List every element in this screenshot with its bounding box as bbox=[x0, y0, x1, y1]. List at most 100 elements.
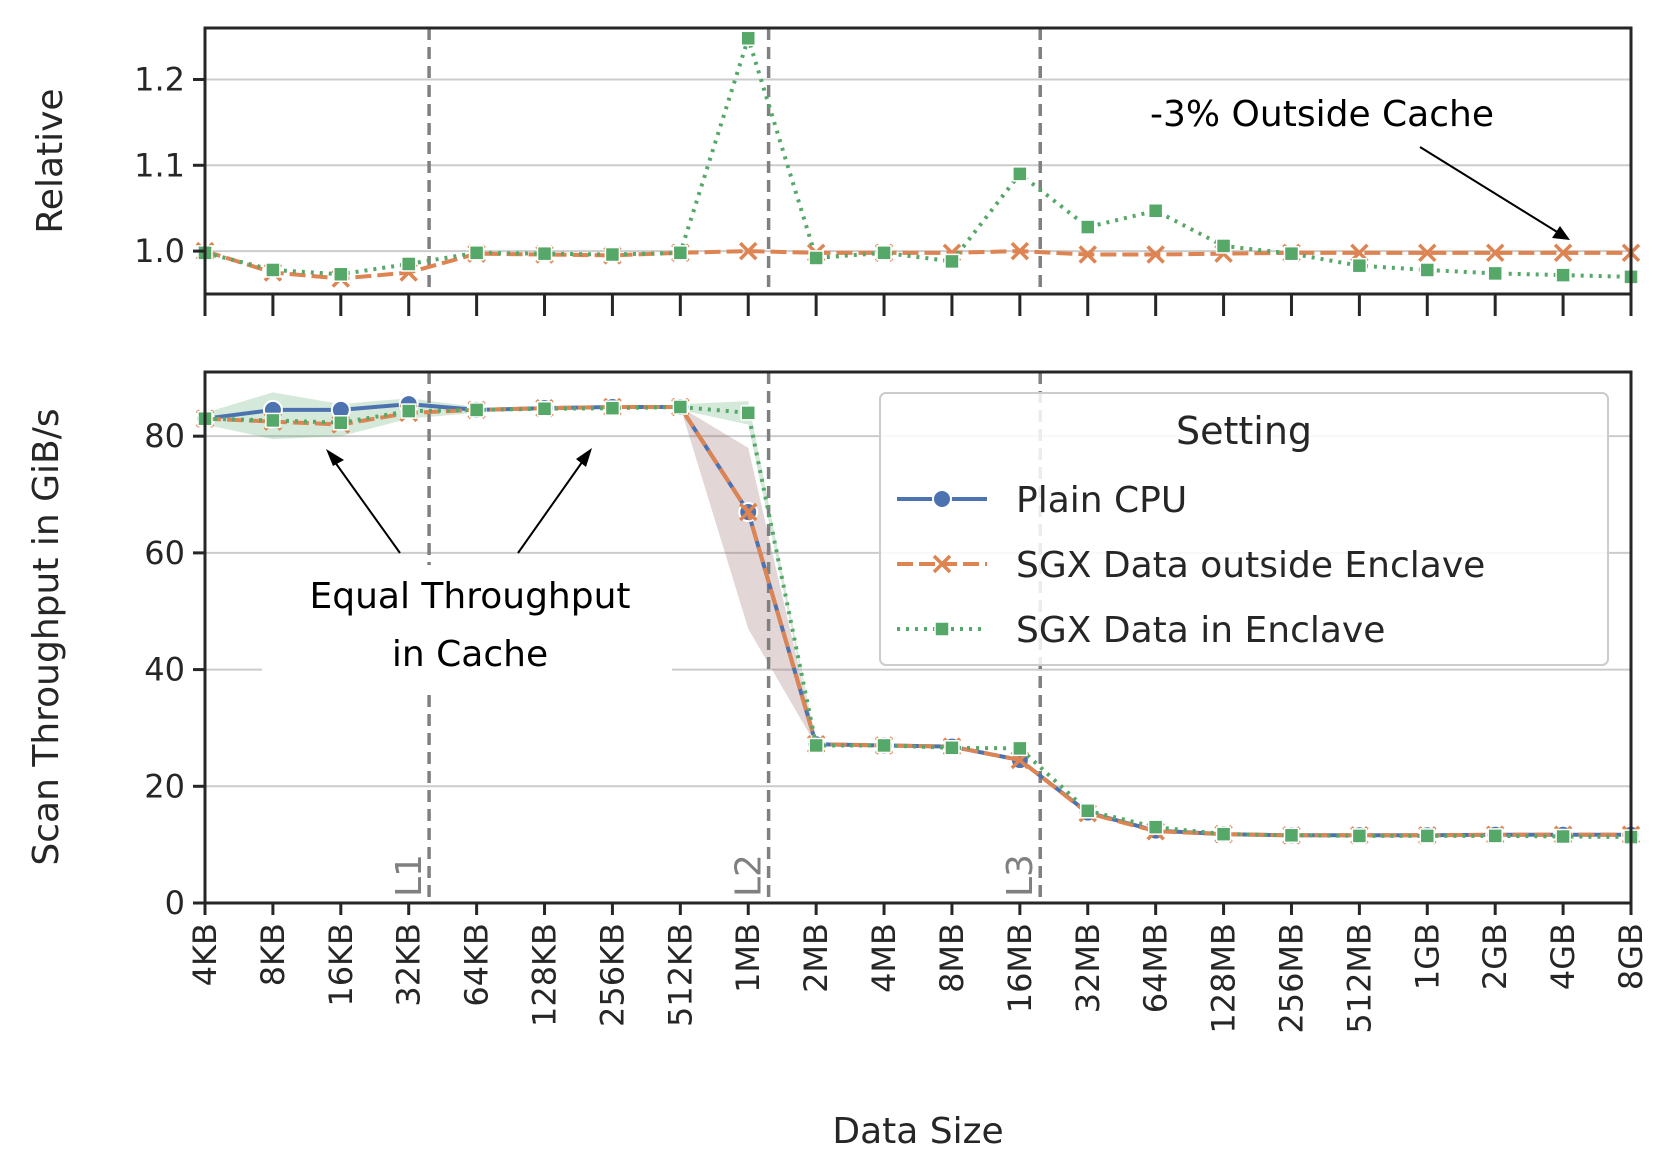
legend-label: SGX Data outside Enclave bbox=[1016, 545, 1485, 586]
relative-panel: 1.0 1.1 1.2 Relative -3% Outside Cache bbox=[30, 26, 1641, 316]
cache-level-label: L3 bbox=[1000, 854, 1041, 897]
cache-level-label: L1 bbox=[389, 854, 430, 897]
enclave-point bbox=[1487, 828, 1503, 844]
outside-point-stroke-b bbox=[1418, 243, 1437, 263]
outside-point-stroke-b bbox=[739, 241, 758, 261]
outside-point bbox=[1010, 241, 1030, 261]
enclave-point bbox=[1283, 245, 1300, 262]
legend-swatch-marker-stroke-b bbox=[932, 554, 952, 574]
enclave-point bbox=[1555, 828, 1571, 845]
enclave-point bbox=[265, 262, 281, 278]
legend-entry-outside: SGX Data outside Enclave bbox=[897, 545, 1485, 586]
throughput-panel: L1 L2 L3 0 20 40 60 80 4KB 8KB 16KB 32KB 64KB 128KB… bbox=[26, 370, 1650, 1152]
enclave-point bbox=[1147, 819, 1164, 835]
top-y-axis-label: Relative bbox=[30, 88, 71, 233]
bottom-y-tick-label: 60 bbox=[144, 534, 185, 572]
x-tick-label: 64MB bbox=[1137, 923, 1175, 1013]
enclave-point bbox=[468, 245, 485, 261]
legend-box bbox=[879, 392, 1609, 666]
x-tick-label: 8GB bbox=[1612, 923, 1650, 990]
annotation-background bbox=[262, 565, 672, 695]
enclave-point bbox=[604, 400, 621, 416]
annotation-arrowhead-left bbox=[326, 449, 344, 466]
equal-throughput-annotation: Equal Throughput in Cache bbox=[262, 448, 672, 695]
enclave-point bbox=[1555, 267, 1571, 283]
x-tick-label: 128MB bbox=[1205, 923, 1243, 1034]
enclave-line bbox=[204, 36, 1632, 279]
x-tick-label: 32MB bbox=[1069, 923, 1107, 1013]
outside-cache-annotation-text: -3% Outside Cache bbox=[1150, 94, 1494, 135]
outside-point-stroke-b bbox=[1078, 245, 1097, 264]
outside-point-stroke-b bbox=[1553, 243, 1573, 263]
x-tick-label: 256KB bbox=[593, 923, 631, 1027]
outside-line bbox=[204, 249, 1631, 281]
enclave-point bbox=[1012, 740, 1028, 757]
enclave-series bbox=[197, 399, 1639, 845]
bottom-panel-frame bbox=[203, 370, 1633, 905]
bottom-y-axis-label: Scan Throughput in GiB/s bbox=[26, 408, 67, 865]
enclave-point bbox=[536, 401, 553, 417]
enclave-point bbox=[944, 253, 960, 270]
enclave-point bbox=[1012, 166, 1028, 182]
bottom-y-tick-label: 20 bbox=[144, 767, 185, 805]
annotation-line-1: Equal Throughput bbox=[309, 576, 630, 617]
enclave-point bbox=[1283, 827, 1300, 844]
enclave-point bbox=[1419, 262, 1436, 278]
legend-label: SGX Data in Enclave bbox=[1016, 610, 1385, 651]
legend-swatch-marker bbox=[934, 621, 950, 637]
annotation-line-2: in Cache bbox=[392, 634, 548, 675]
legend-entry-plain: Plain CPU bbox=[897, 480, 1187, 521]
enclave-point bbox=[740, 405, 756, 421]
x-tick-label: 64KB bbox=[458, 923, 496, 1007]
x-tick-label: 32KB bbox=[390, 923, 428, 1007]
legend: Setting Plain CPU SGX Data outside Enclav… bbox=[879, 392, 1609, 666]
x-axis-label: Data Size bbox=[832, 1111, 1003, 1152]
x-tick-label: 128KB bbox=[526, 923, 564, 1027]
enclave-point bbox=[333, 266, 349, 283]
outside-cache-annotation: -3% Outside Cache bbox=[1150, 94, 1570, 240]
enclave-point bbox=[876, 737, 892, 754]
enclave-point bbox=[604, 246, 621, 263]
x-tick-label: 16KB bbox=[322, 923, 360, 1007]
outside-variance-band bbox=[680, 407, 817, 746]
enclave-point bbox=[1215, 826, 1232, 842]
enclave-point bbox=[333, 415, 349, 431]
top-panel-frame bbox=[203, 26, 1633, 296]
outside-point bbox=[739, 241, 758, 261]
outside-point bbox=[1078, 245, 1097, 264]
x-tick-label: 1MB bbox=[729, 923, 767, 993]
annotation-arrow-right bbox=[517, 457, 586, 554]
x-tick-label: 512MB bbox=[1340, 923, 1378, 1034]
top-y-tick-label: 1.0 bbox=[134, 232, 185, 270]
legend-label: Plain CPU bbox=[1016, 480, 1187, 521]
outside-cache-arrow bbox=[1419, 146, 1563, 236]
legend-entry-enclave: SGX Data in Enclave bbox=[897, 610, 1385, 651]
enclave-point bbox=[808, 737, 824, 754]
annotation-arrow-left bbox=[331, 457, 401, 554]
enclave-point bbox=[672, 245, 689, 261]
enclave-point bbox=[672, 399, 689, 415]
enclave-point bbox=[1351, 828, 1368, 844]
outside-point bbox=[1146, 245, 1165, 264]
bottom-y-tick-label: 40 bbox=[144, 651, 185, 689]
outside-point-stroke-b bbox=[1010, 241, 1030, 261]
enclave-point bbox=[1147, 203, 1164, 219]
outside-point-stroke-b bbox=[1146, 245, 1165, 264]
outside-point bbox=[1553, 243, 1573, 263]
x-tick-label: 1GB bbox=[1408, 923, 1446, 990]
enclave-point bbox=[265, 412, 281, 429]
top-y-tick-label: 1.1 bbox=[134, 146, 185, 184]
x-tick-label: 8KB bbox=[254, 923, 292, 986]
enclave-point bbox=[1419, 828, 1436, 844]
enclave-point bbox=[536, 245, 553, 262]
enclave-point bbox=[1487, 265, 1503, 282]
outside-point bbox=[739, 502, 758, 522]
enclave-point bbox=[1080, 803, 1096, 819]
outside-point-stroke-b bbox=[739, 502, 758, 522]
enclave-point bbox=[876, 245, 892, 261]
outside-point-stroke-b bbox=[1485, 243, 1505, 263]
enclave-point bbox=[400, 256, 417, 272]
enclave-line bbox=[204, 405, 1632, 840]
